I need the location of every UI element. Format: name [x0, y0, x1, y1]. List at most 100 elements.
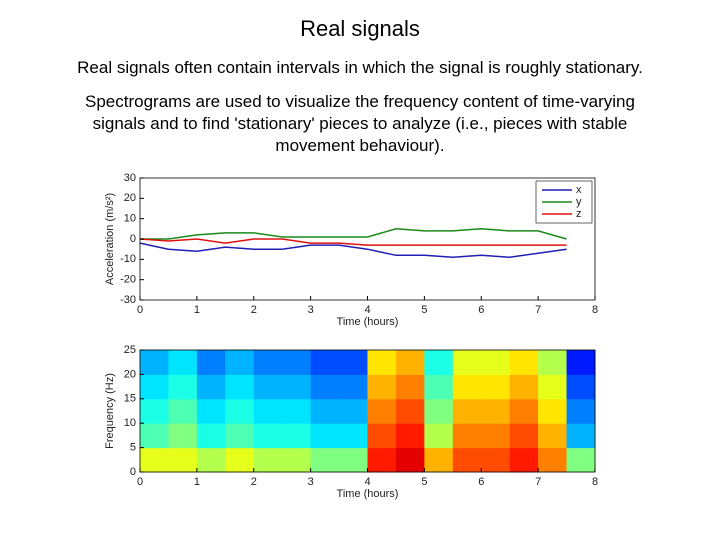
x-tick-label: 8: [592, 304, 598, 316]
heat-cell: [253, 398, 283, 424]
x-tick-label: 4: [364, 304, 370, 316]
x-tick-label: 6: [478, 476, 484, 488]
heat-cell: [310, 350, 340, 375]
legend-label: z: [576, 208, 582, 220]
x-tick-label: 6: [478, 304, 484, 316]
heat-cell: [140, 423, 169, 449]
heat-cell: [253, 350, 283, 375]
x-tick-label: 5: [421, 476, 427, 488]
y-tick-label: -20: [120, 274, 136, 286]
y-tick-label: 15: [124, 393, 136, 405]
heat-cell: [395, 350, 425, 375]
y-axis-label: Frequency (Hz): [104, 373, 116, 449]
paragraph: Real signals often contain intervals in …: [77, 58, 643, 77]
heat-cell: [310, 447, 340, 473]
x-tick-label: 7: [535, 304, 541, 316]
heat-cell: [395, 423, 425, 449]
heat-cell: [196, 374, 226, 400]
heat-cell: [140, 350, 169, 375]
heat-cell: [566, 350, 596, 375]
heat-cell: [509, 374, 539, 400]
heat-cell: [253, 447, 283, 473]
heat-cell: [424, 398, 454, 424]
heat-cell: [196, 398, 226, 424]
heat-cell: [395, 374, 425, 400]
y-tick-label: 30: [124, 172, 136, 184]
heat-cell: [310, 374, 340, 400]
heat-cell: [566, 374, 596, 400]
x-tick-label: 5: [421, 304, 427, 316]
heat-cell: [367, 423, 397, 449]
heat-cell: [225, 447, 255, 473]
heat-cell: [196, 350, 226, 375]
paragraph: Spectrograms are used to visualize the f…: [85, 92, 635, 155]
heat-cell: [367, 447, 397, 473]
series-line: [139, 238, 567, 246]
heat-cell: [225, 374, 255, 400]
heat-cell: [367, 350, 397, 375]
heat-cell: [424, 350, 454, 375]
heat-cell: [424, 447, 454, 473]
y-tick-label: 10: [124, 417, 136, 429]
heat-cell: [367, 374, 397, 400]
heat-cell: [452, 423, 482, 449]
heat-cell: [538, 398, 568, 424]
heat-cell: [481, 423, 511, 449]
heat-cell: [339, 398, 368, 424]
heat-cell: [140, 374, 169, 400]
heat-cell: [225, 398, 255, 424]
heat-cell: [253, 423, 283, 449]
heat-cell: [140, 398, 169, 424]
heat-cell: [481, 374, 511, 400]
x-tick-label: 3: [308, 476, 314, 488]
heat-cell: [395, 398, 425, 424]
heat-cell: [452, 398, 482, 424]
heat-cell: [538, 423, 568, 449]
heat-cell: [509, 350, 539, 375]
heat-cell: [168, 398, 198, 424]
heat-cell: [196, 423, 226, 449]
heat-cell: [452, 350, 482, 375]
heat-cell: [509, 398, 539, 424]
heat-cell: [168, 447, 198, 473]
x-tick-label: 7: [535, 476, 541, 488]
heat-cell: [367, 398, 397, 424]
x-axis-label: Time (hours): [337, 488, 399, 500]
heat-cell: [395, 447, 425, 473]
heat-cell: [282, 350, 312, 375]
y-tick-label: -30: [120, 294, 136, 306]
heat-cell: [424, 423, 454, 449]
heat-cell: [452, 447, 482, 473]
x-tick-label: 1: [194, 476, 200, 488]
x-tick-label: 4: [364, 476, 370, 488]
x-tick-label: 8: [592, 476, 598, 488]
legend-label: x: [576, 184, 582, 196]
legend-label: y: [576, 196, 582, 208]
y-tick-label: 25: [124, 344, 136, 356]
heat-cell: [282, 447, 312, 473]
heat-cell: [196, 447, 226, 473]
heat-cell: [253, 374, 283, 400]
heat-cell: [282, 423, 312, 449]
x-tick-label: 0: [137, 304, 143, 316]
y-tick-label: 5: [130, 442, 136, 454]
x-axis-label: Time (hours): [337, 316, 399, 328]
heat-cell: [424, 374, 454, 400]
y-tick-label: 20: [124, 368, 136, 380]
heat-cell: [481, 398, 511, 424]
heat-cell: [140, 447, 169, 473]
heat-cell: [339, 374, 368, 400]
heat-cell: [282, 374, 312, 400]
heat-cell: [339, 423, 368, 449]
heat-cell: [225, 350, 255, 375]
y-tick-label: -10: [120, 253, 136, 265]
series-line: [139, 242, 567, 259]
series-line: [140, 228, 567, 240]
axes-frame: [139, 177, 596, 301]
x-tick-label: 0: [137, 476, 143, 488]
heat-cell: [339, 447, 368, 473]
heat-cell: [310, 398, 340, 424]
y-tick-label: 10: [124, 213, 136, 225]
